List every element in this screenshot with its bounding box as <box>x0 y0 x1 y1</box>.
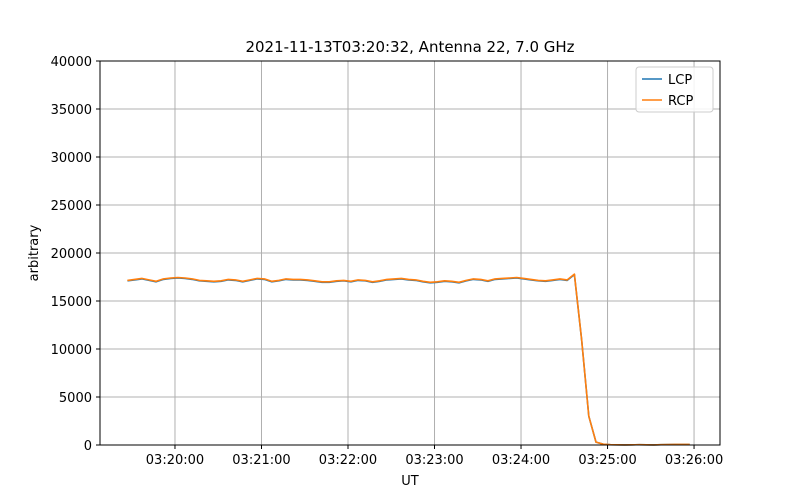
x-tick-label: 03:22:00 <box>319 453 377 468</box>
x-tick-label: 03:20:00 <box>146 453 204 468</box>
x-tick-label: 03:21:00 <box>232 453 290 468</box>
x-tick-label: 03:23:00 <box>405 453 463 468</box>
y-tick-label: 40000 <box>51 55 92 70</box>
legend: LCP RCP <box>635 66 714 113</box>
x-axis-label: UT <box>401 474 419 489</box>
y-tick-label: 5000 <box>59 391 92 406</box>
y-tick-label: 0 <box>84 439 92 454</box>
y-tick-label: 35000 <box>51 103 92 118</box>
series-line-rcp <box>127 273 690 446</box>
y-tick-label: 30000 <box>51 151 92 166</box>
y-tick-label: 10000 <box>51 343 92 358</box>
y-axis-label: arbitrary <box>27 224 42 281</box>
y-tick-label: 20000 <box>51 247 92 262</box>
chart-title: 2021-11-13T03:20:32, Antenna 22, 7.0 GHz <box>245 38 574 56</box>
series-lines <box>127 273 690 446</box>
x-tick-label: 03:26:00 <box>665 453 723 468</box>
ticks: 03:20:00 03:21:00 03:22:00 03:23:00 03:24:00… <box>51 55 724 468</box>
x-tick-label: 03:25:00 <box>578 453 636 468</box>
x-tick-label: 03:24:00 <box>492 453 550 468</box>
legend-label: RCP <box>668 94 693 109</box>
y-tick-label: 25000 <box>51 199 92 214</box>
legend-label: LCP <box>668 73 692 88</box>
y-tick-label: 15000 <box>51 295 92 310</box>
